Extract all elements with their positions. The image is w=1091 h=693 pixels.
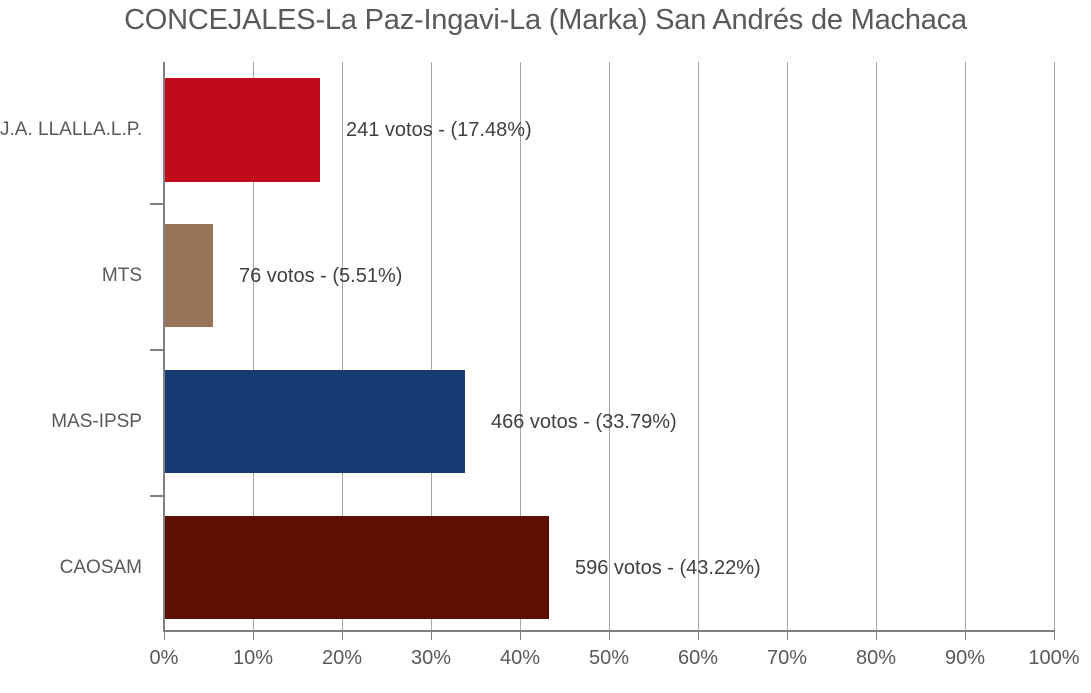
x-axis-label-5: 50% bbox=[588, 647, 630, 669]
x-axis-tick bbox=[698, 631, 699, 640]
gridline bbox=[698, 62, 699, 630]
y-axis-line bbox=[163, 62, 165, 631]
data-label-0: 241 votos - (17.48%) bbox=[346, 119, 532, 141]
x-axis-label-6: 60% bbox=[677, 647, 719, 669]
x-axis-tick bbox=[342, 631, 343, 640]
gridline bbox=[1054, 62, 1055, 630]
data-label-2: 466 votos - (33.79%) bbox=[491, 410, 677, 433]
x-axis-tick bbox=[876, 631, 877, 640]
gridline bbox=[876, 62, 877, 630]
gridline bbox=[609, 62, 610, 630]
x-axis-tick bbox=[431, 631, 432, 640]
x-axis-tick bbox=[1054, 631, 1055, 640]
category-tick bbox=[150, 495, 164, 497]
gridline bbox=[253, 62, 254, 630]
chart-title: CONCEJALES-La Paz-Ingavi-La (Marka) San … bbox=[124, 4, 967, 36]
x-axis-label-9: 90% bbox=[944, 647, 986, 669]
category-tick bbox=[150, 349, 164, 351]
category-tick bbox=[150, 203, 164, 205]
bar-3[interactable] bbox=[164, 516, 549, 619]
bar-2[interactable] bbox=[164, 370, 465, 473]
x-axis-label-7: 70% bbox=[766, 647, 808, 669]
bar-1[interactable] bbox=[164, 224, 213, 327]
x-axis-tick bbox=[965, 631, 966, 640]
gridline bbox=[342, 62, 343, 630]
x-axis-label-2: 20% bbox=[321, 647, 363, 669]
data-label-3: 596 votos - (43.22%) bbox=[575, 556, 761, 579]
y-axis-label-0: J.A. LLALLA.L.P. bbox=[0, 119, 143, 140]
x-axis-tick bbox=[787, 631, 788, 640]
y-axis-label-2: MAS-IPSP bbox=[51, 410, 142, 432]
data-label-1: 76 votos - (5.51%) bbox=[239, 264, 403, 287]
gridline bbox=[431, 62, 432, 630]
x-axis-label-4: 40% bbox=[499, 647, 541, 669]
x-axis-tick bbox=[609, 631, 610, 640]
x-axis-label-0: 0% bbox=[149, 647, 179, 669]
x-axis-label-1: 10% bbox=[232, 647, 274, 669]
plot-area bbox=[164, 62, 1055, 630]
bar-0[interactable] bbox=[164, 78, 320, 182]
y-axis-label-3: CAOSAM bbox=[59, 556, 142, 578]
x-axis-label-3: 30% bbox=[410, 647, 452, 669]
gridline bbox=[787, 62, 788, 630]
x-axis-tick bbox=[253, 631, 254, 640]
x-axis-tick bbox=[520, 631, 521, 640]
x-axis-tick bbox=[164, 631, 165, 640]
gridline bbox=[965, 62, 966, 630]
x-axis-label-10: 100% bbox=[1028, 647, 1080, 669]
gridline bbox=[520, 62, 521, 630]
x-axis-label-8: 80% bbox=[855, 647, 897, 669]
y-axis-label-1: MTS bbox=[101, 264, 142, 286]
